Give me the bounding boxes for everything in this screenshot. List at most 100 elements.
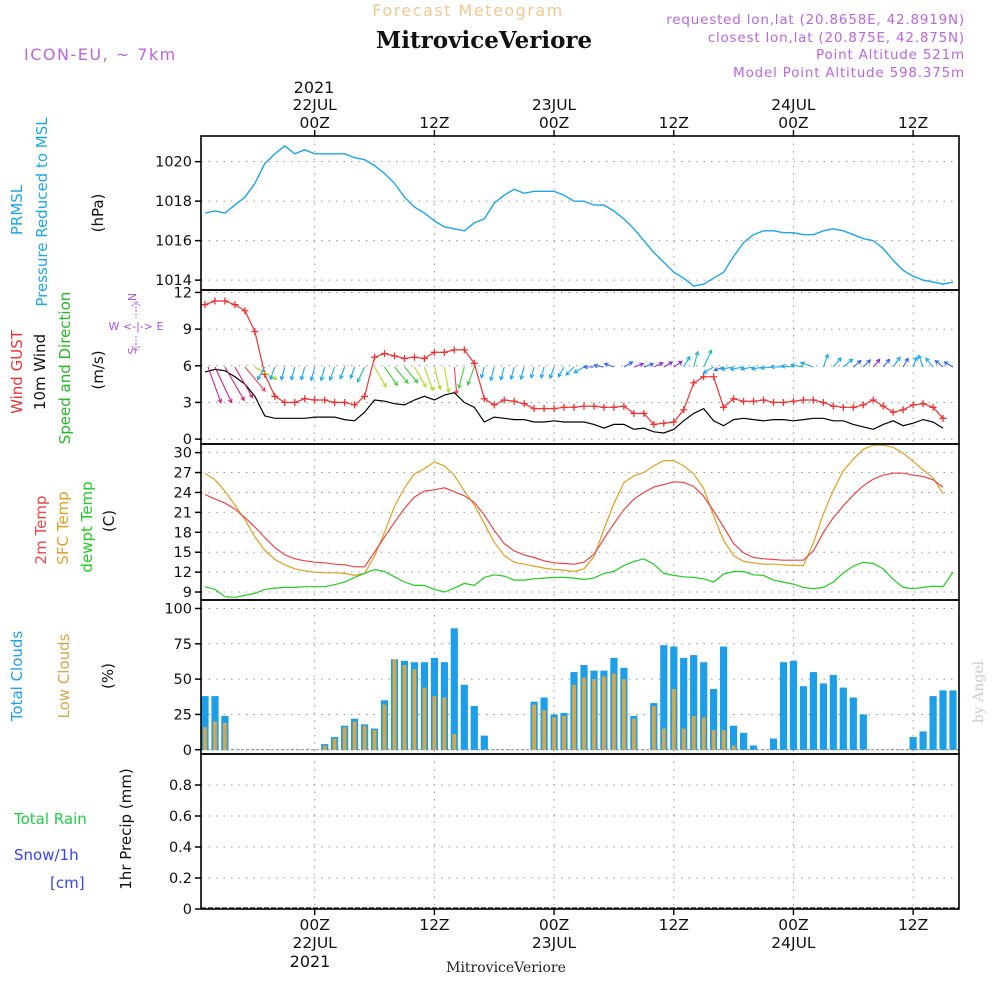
- gust-point: [400, 354, 408, 362]
- bottom-axis-label: 00Z: [300, 916, 330, 934]
- low-clouds-bar: [602, 676, 606, 750]
- wind-direction-arrow: [702, 366, 714, 374]
- compass-south: S: [126, 347, 139, 354]
- y-tick-label: 1020: [155, 155, 192, 171]
- wind-direction-arrow: [244, 366, 266, 392]
- wind-direction-arrow: [384, 366, 398, 387]
- total-clouds-bar: [740, 732, 748, 750]
- low-clouds-bar: [362, 725, 367, 750]
- wind-direction-arrow: [663, 361, 674, 368]
- compass-arrows-icon: [131, 300, 141, 352]
- wind-direction-arrow: [799, 361, 814, 368]
- y-tick-label: 75: [174, 637, 192, 653]
- pressure-label: PRMSL: [8, 184, 26, 235]
- location-title: MitroviceVeriore: [376, 27, 592, 54]
- wind-direction-arrow: [328, 366, 336, 382]
- wind-label: 10m Wind: [31, 334, 49, 410]
- watermark: by Angel: [971, 660, 987, 723]
- wind-direction-arrow: [557, 366, 565, 378]
- low-clouds-bar: [532, 704, 536, 750]
- wind-direction-arrow: [509, 366, 515, 381]
- low-clouds-bar: [671, 689, 676, 750]
- y-tick-label: 0.4: [169, 840, 192, 856]
- gust-point: [839, 403, 847, 411]
- wind-direction-arrow: [374, 366, 387, 388]
- gust-point: [440, 348, 448, 356]
- total-clouds-bar: [470, 706, 478, 750]
- gust-point: [311, 396, 319, 404]
- gust-point: [450, 346, 458, 354]
- wind-direction-arrow: [224, 366, 245, 402]
- y-tick-label: 12: [174, 285, 192, 301]
- snow-unit: [cm]: [50, 874, 85, 892]
- gust-point: [600, 403, 608, 411]
- closest-coords: closest lon,lat (20.875E, 42.875N): [708, 30, 965, 46]
- gust-point: [789, 397, 797, 405]
- gust-point: [540, 405, 548, 413]
- panel-clouds: 0 25 50 75 100: [164, 599, 960, 759]
- gust-point: [819, 398, 827, 406]
- top-axis-label: 00Z: [539, 114, 569, 132]
- gust-point: [570, 403, 578, 411]
- low-clouds-bar: [592, 679, 596, 750]
- y-tick-label: 12: [174, 565, 192, 581]
- gust-point: [760, 396, 768, 404]
- gust-point: [291, 398, 299, 406]
- wind-direction-arrow: [739, 366, 754, 372]
- wind-direction-arrow: [319, 366, 326, 382]
- low-clouds-bar: [632, 718, 636, 750]
- wind-direction-arrow: [832, 356, 842, 368]
- y-tick-label: 27: [174, 466, 192, 482]
- low-clouds-bar: [412, 669, 417, 750]
- gust-point: [231, 301, 239, 309]
- low-clouds-bar: [691, 715, 696, 750]
- wind-direction-arrow: [489, 366, 495, 382]
- panel-frame: [200, 753, 960, 910]
- wind-direction-arrow: [573, 366, 585, 374]
- y-tick-label: 9: [183, 322, 192, 338]
- gust-point: [670, 418, 678, 426]
- y-tick-label: 30: [174, 446, 192, 462]
- point-altitude: Point Altitude 521m: [816, 47, 965, 63]
- wind-direction-arrow: [299, 366, 306, 381]
- total-clouds-bar: [859, 714, 867, 750]
- gust-point: [849, 403, 857, 411]
- precip-label: 1hr Precip (mm): [117, 768, 135, 889]
- gust-point: [889, 408, 897, 416]
- low-clouds-bar: [661, 728, 666, 750]
- low-clouds-bar: [322, 745, 327, 750]
- low-clouds-bar: [612, 673, 616, 750]
- wind-direction-arrow: [479, 366, 485, 380]
- wind-direction-arrow: [872, 358, 881, 368]
- total-clouds-bar: [720, 646, 728, 750]
- wind-direction-arrow: [653, 361, 664, 368]
- total-clouds-bar: [749, 745, 758, 750]
- product-title: Forecast Meteogram: [372, 1, 563, 20]
- low-clouds-bar: [392, 659, 397, 750]
- requested-coords: requested lon,lat (20.8658E, 42.8919N): [666, 12, 965, 28]
- total-clouds-bar: [949, 690, 957, 750]
- gust-point: [500, 396, 508, 404]
- gust-point: [899, 406, 907, 414]
- gust-point: [430, 348, 438, 356]
- wind-direction-arrow: [548, 366, 555, 380]
- gust-point: [241, 307, 249, 315]
- total-clouds-bar: [460, 684, 468, 750]
- gust-point: [640, 409, 648, 417]
- low-clouds-bar: [651, 706, 656, 750]
- wind-direction-arrow: [673, 360, 683, 368]
- low-clouds-bar: [352, 721, 357, 750]
- bottom-axis-label: 00Z: [539, 916, 569, 934]
- total-clouds-bar: [909, 737, 917, 750]
- gust-point: [700, 373, 708, 381]
- total-clouds-bar: [450, 628, 458, 750]
- gust-point: [341, 398, 349, 406]
- gust-point: [510, 397, 518, 405]
- top-axis-label: 12Z: [659, 114, 689, 132]
- sfc-temp-line: [204, 444, 944, 577]
- gust-point: [480, 395, 488, 403]
- total-clouds-bar: [660, 645, 668, 750]
- gust-point: [879, 402, 887, 410]
- bottom-axis-label: 24JUL: [771, 934, 816, 952]
- rain-legend: Total Rain: [13, 810, 87, 828]
